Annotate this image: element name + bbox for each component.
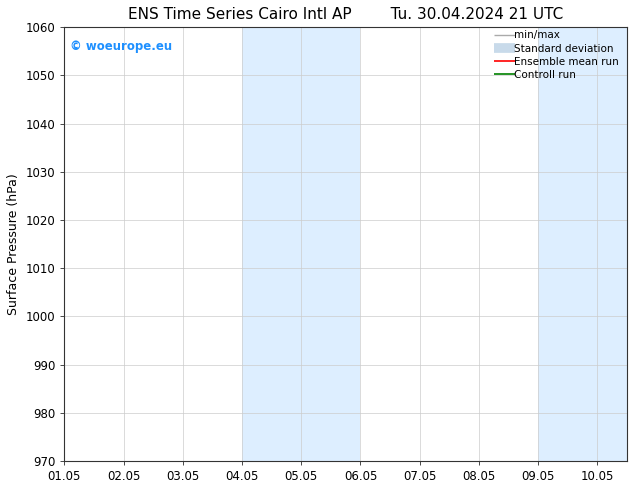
Title: ENS Time Series Cairo Intl AP        Tu. 30.04.2024 21 UTC: ENS Time Series Cairo Intl AP Tu. 30.04.… (128, 7, 563, 22)
Y-axis label: Surface Pressure (hPa): Surface Pressure (hPa) (7, 173, 20, 315)
Bar (538, 27, 597, 461)
Bar (242, 27, 301, 461)
Bar (301, 27, 361, 461)
Text: © woeurope.eu: © woeurope.eu (70, 40, 172, 53)
Bar (597, 27, 627, 461)
Legend: min/max, Standard deviation, Ensemble mean run, Controll run: min/max, Standard deviation, Ensemble me… (494, 30, 624, 80)
